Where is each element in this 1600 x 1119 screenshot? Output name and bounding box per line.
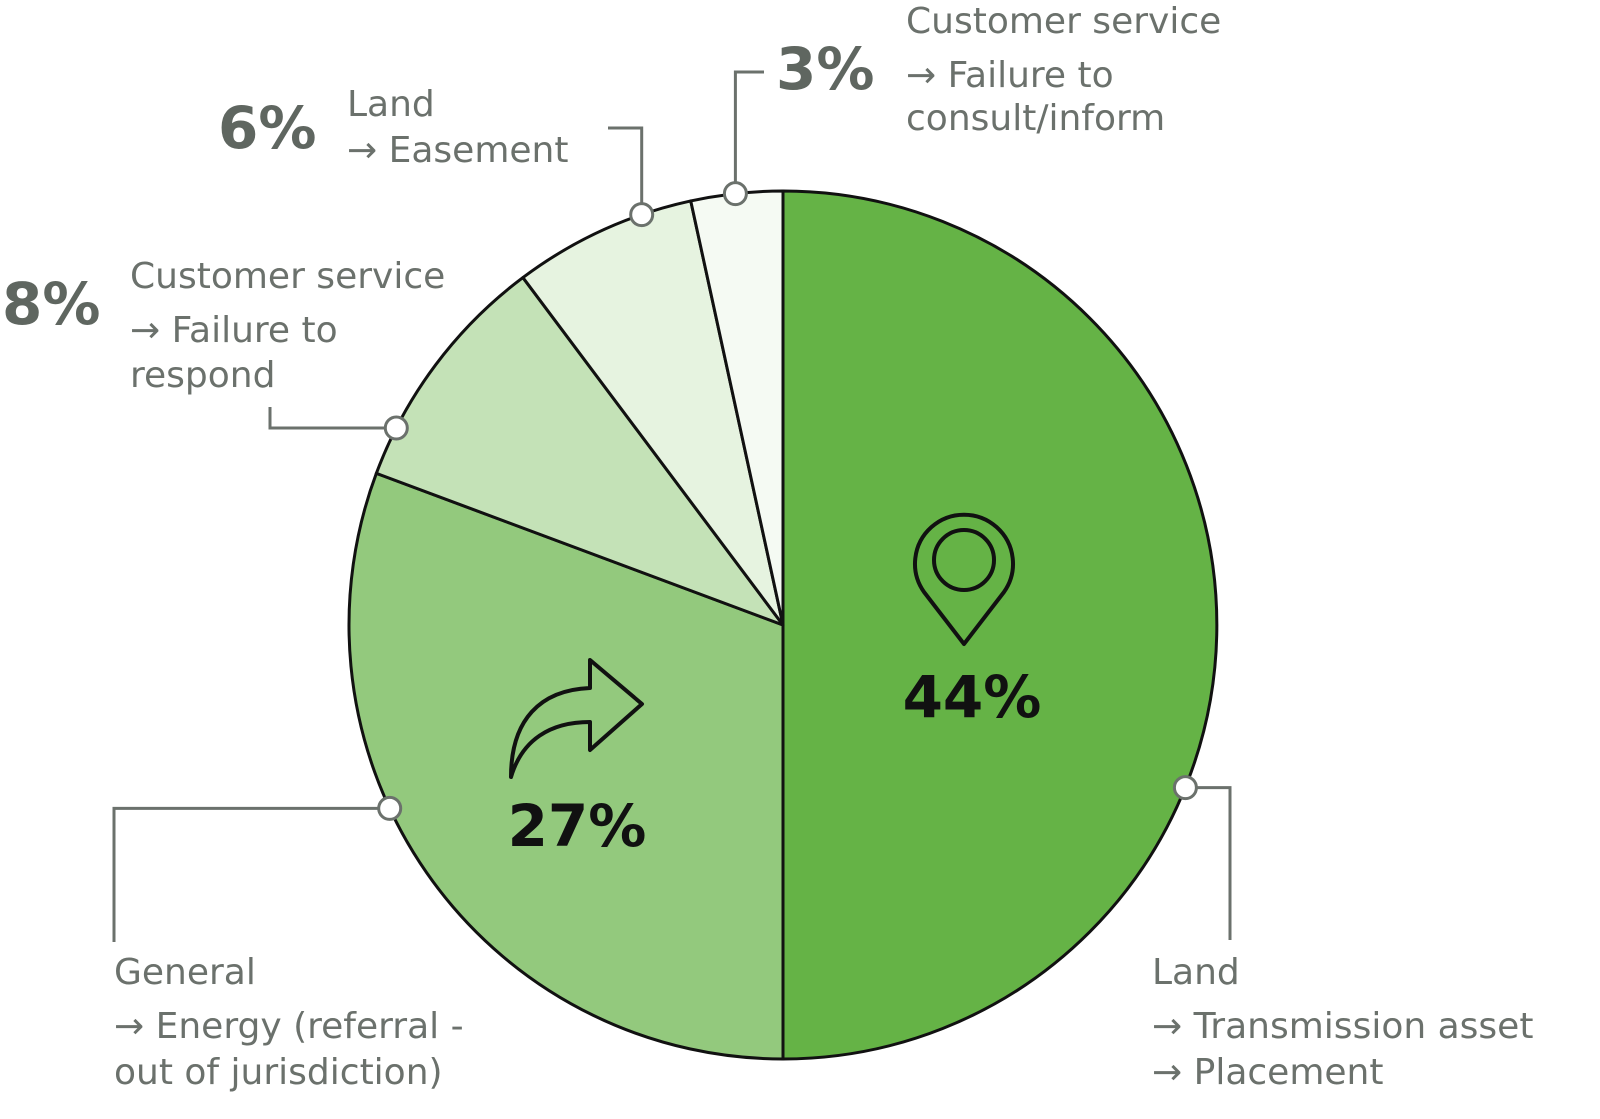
pie-slice-0 — [781, 189, 1219, 1061]
slice-category-label-0-0: Land — [1152, 952, 1240, 993]
leader-dot-2 — [383, 415, 409, 441]
slice-category-label-0-2: → Placement — [1152, 1052, 1383, 1093]
leader-lines — [112, 70, 1232, 942]
slice-category-label-1-2: out of jurisdiction) — [114, 1052, 443, 1093]
slice-labels: 44% Land → Transmission asset → Placement 27… — [2, 1, 1533, 1093]
leader-line-1 — [112, 806, 390, 942]
leader-line-3 — [608, 126, 644, 215]
slice-category-label-0-1: → Transmission asset — [1152, 1006, 1533, 1047]
slice-value-label-1: 27% — [508, 792, 647, 860]
slice-value-label-4: 3% — [776, 35, 874, 103]
slice-category-label-3-1: → Easement — [347, 130, 568, 171]
pie-slice-1 — [347, 471, 785, 1061]
slice-value-label-3: 6% — [218, 94, 316, 162]
leader-dot-1 — [377, 795, 403, 821]
slice-category-label-2-0: Customer service — [130, 256, 445, 297]
slice-category-label-3-0: Land — [347, 84, 435, 125]
pie-slice-3 — [521, 199, 785, 627]
pie-slice-2 — [374, 276, 785, 627]
slice-category-label-4-0: Customer service — [906, 1, 1221, 42]
leader-dot-4 — [722, 181, 748, 207]
slice-category-label-2-1: → Failure to — [130, 310, 338, 351]
slice-category-label-1-1: → Energy (referral - — [114, 1006, 464, 1047]
leader-dot-0 — [1172, 775, 1198, 801]
leader-dot-3 — [629, 202, 655, 228]
redirect-arrow-icon — [509, 658, 644, 779]
pie-slices — [347, 189, 1219, 1061]
slice-category-label-1-0: General — [114, 952, 256, 993]
slice-category-label-4-1: → Failure to — [906, 55, 1114, 96]
slice-icons — [509, 512, 1015, 779]
slice-value-label-2: 8% — [2, 270, 100, 338]
leader-line-0 — [1185, 786, 1232, 940]
slice-category-label-2-2: respond — [130, 355, 275, 396]
leader-line-4 — [733, 70, 764, 194]
leader-line-2 — [268, 407, 397, 430]
slice-category-label-4-2: consult/inform — [906, 98, 1165, 139]
slice-value-label-0: 44% — [903, 663, 1042, 731]
map-pin-icon — [913, 512, 1015, 646]
